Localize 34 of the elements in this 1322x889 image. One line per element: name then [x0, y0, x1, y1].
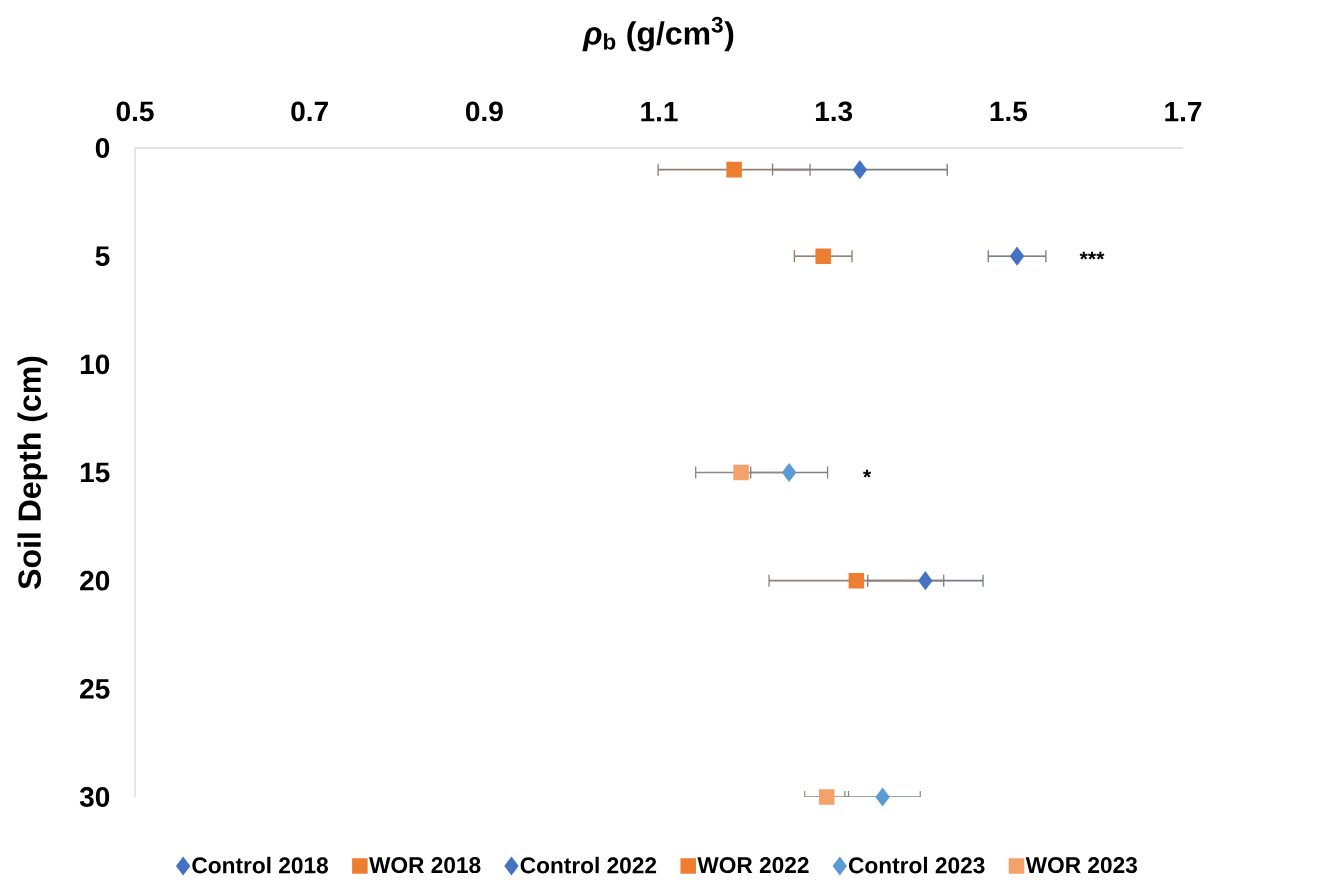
y-tick-label: 20 — [80, 570, 110, 591]
annotation: *** — [1079, 251, 1105, 260]
point — [818, 789, 835, 805]
point — [1010, 247, 1024, 265]
point — [918, 571, 933, 590]
x-tick-label: 1.1 — [641, 102, 678, 122]
point — [815, 248, 831, 264]
annotation: * — [862, 469, 872, 478]
point — [726, 161, 742, 178]
y-tick-label: 0 — [95, 138, 110, 158]
point — [852, 160, 867, 179]
legend-label: Control 2022 — [520, 856, 657, 874]
y-tick-label: 10 — [80, 354, 110, 375]
y-tick-label: 5 — [95, 246, 110, 266]
legend-label: WOR 2022 — [697, 857, 809, 874]
y-axis-title: Soil Depth (cm) — [17, 356, 48, 589]
point — [875, 788, 890, 806]
y-tick-label: 25 — [80, 678, 110, 699]
legend-label: WOR 2023 — [1025, 857, 1137, 874]
x-tick-label: 1.7 — [1165, 102, 1202, 122]
x-tick-label: 0.7 — [291, 101, 328, 122]
legend-label: WOR 2018 — [369, 857, 481, 874]
x-axis-title: ρ$_{b}$ (g/cm$^{3}$) — [582, 16, 734, 52]
point — [733, 464, 749, 481]
point — [848, 572, 865, 589]
y-tick-label: 15 — [80, 462, 110, 483]
x-tick-label: 0.5 — [116, 101, 154, 122]
y-tick-label: 30 — [79, 787, 110, 807]
legend-label: Control 2023 — [848, 856, 985, 874]
x-tick-label: 1.3 — [815, 101, 853, 122]
x-tick-label: 1.5 — [990, 101, 1028, 122]
x-tick-label: 0.9 — [465, 101, 503, 122]
point — [782, 463, 797, 482]
legend-label: Control 2018 — [192, 856, 328, 874]
